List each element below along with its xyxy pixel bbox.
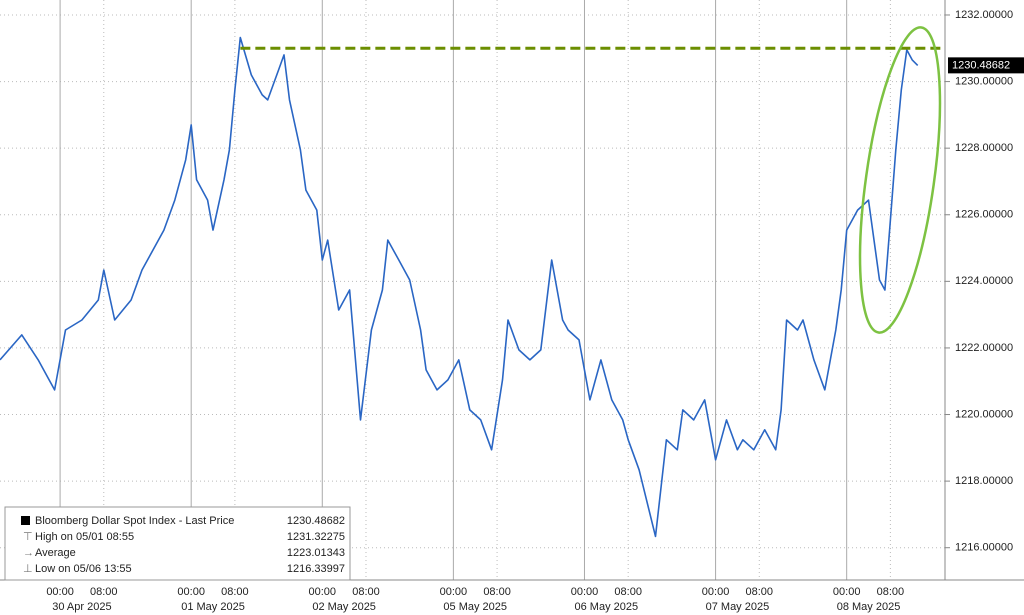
last-price-badge (948, 57, 1024, 74)
legend: Bloomberg Dollar Spot Index - Last Price… (4, 506, 351, 581)
x-tick-label: 08:00 (614, 586, 642, 598)
legend-swatch (21, 516, 30, 525)
y-tick-label: 1228.00000 (955, 142, 1013, 154)
legend-label: Low on 05/06 13:55 (35, 563, 132, 575)
highlight-ellipse (858, 26, 942, 334)
x-tick-label: 00:00 (46, 586, 74, 598)
date-label: 07 May 2025 (706, 601, 770, 613)
date-label: 08 May 2025 (837, 601, 901, 613)
date-label: 01 May 2025 (181, 601, 245, 613)
x-tick-label: 08:00 (746, 586, 774, 598)
x-tick-label: 00:00 (833, 586, 861, 598)
date-label: 30 Apr 2025 (52, 601, 111, 613)
y-tick-label: 1222.00000 (955, 342, 1013, 354)
last-price-label: 1230.48682 (952, 59, 1010, 71)
legend-label: Bloomberg Dollar Spot Index - Last Price (35, 515, 234, 527)
legend-symbol: ⊥ (23, 563, 33, 575)
legend-label: High on 05/01 08:55 (35, 531, 134, 543)
y-tick-label: 1220.00000 (955, 408, 1013, 420)
y-tick-label: 1216.00000 (955, 542, 1013, 554)
legend-value: 1230.48682 (287, 515, 345, 527)
legend-label: Average (35, 547, 76, 559)
grid (0, 0, 950, 580)
y-tick-label: 1218.00000 (955, 475, 1013, 487)
y-tick-label: 1232.00000 (955, 9, 1013, 21)
x-tick-label: 08:00 (483, 586, 511, 598)
x-tick-label: 08:00 (877, 586, 905, 598)
x-tick-label: 00:00 (440, 586, 468, 598)
x-tick-label: 08:00 (90, 586, 118, 598)
series-line (0, 36, 919, 538)
x-tick-label: 08:00 (352, 586, 380, 598)
legend-value: 1223.01343 (287, 547, 345, 559)
x-tick-label: 00:00 (571, 586, 599, 598)
y-tick-label: 1230.00000 (955, 75, 1013, 87)
plot (0, 36, 945, 538)
legend-symbol: → (23, 547, 34, 559)
date-label: 06 May 2025 (575, 601, 639, 613)
legend-value: 1216.33997 (287, 563, 345, 575)
x-tick-label: 00:00 (309, 586, 337, 598)
x-tick-label: 08:00 (221, 586, 249, 598)
legend-value: 1231.32275 (287, 531, 345, 543)
y-tick-label: 1224.00000 (955, 275, 1013, 287)
legend-symbol: ⊤ (23, 531, 33, 543)
x-tick-label: 00:00 (702, 586, 730, 598)
y-tick-label: 1226.00000 (955, 209, 1013, 221)
x-tick-label: 00:00 (177, 586, 205, 598)
date-label: 05 May 2025 (443, 601, 507, 613)
date-label: 02 May 2025 (312, 601, 376, 613)
legend-box (4, 506, 351, 581)
